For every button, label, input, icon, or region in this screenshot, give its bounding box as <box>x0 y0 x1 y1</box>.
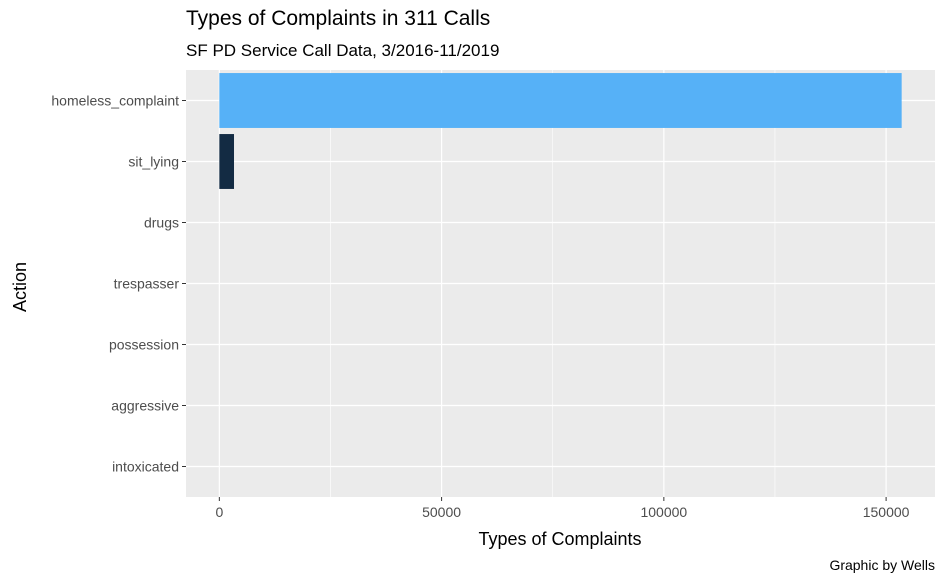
chart-caption: Graphic by Wells <box>829 557 935 573</box>
y-tick-label: trespasser <box>114 276 180 292</box>
x-axis-title: Types of Complaints <box>478 529 641 549</box>
bar-homeless-complaint <box>219 73 902 128</box>
y-tick-label: drugs <box>144 215 179 231</box>
chart-title: Types of Complaints in 311 Calls <box>186 7 491 30</box>
bar-sit-lying <box>219 134 235 189</box>
y-tick-label: homeless_complaint <box>51 93 179 109</box>
x-tick-label: 150000 <box>863 504 910 520</box>
x-tick-label: 50000 <box>422 504 461 520</box>
y-tick-label: possession <box>109 337 179 353</box>
y-tick-label: sit_lying <box>128 154 179 170</box>
y-tick-label: aggressive <box>111 398 179 414</box>
x-tick-label: 100000 <box>640 504 687 520</box>
bars <box>219 73 902 189</box>
x-tick-label: 0 <box>215 504 223 520</box>
y-tick-label: intoxicated <box>112 459 179 475</box>
y-axis-title: Action <box>10 262 30 312</box>
chart-subtitle: SF PD Service Call Data, 3/2016-11/2019 <box>186 41 500 60</box>
